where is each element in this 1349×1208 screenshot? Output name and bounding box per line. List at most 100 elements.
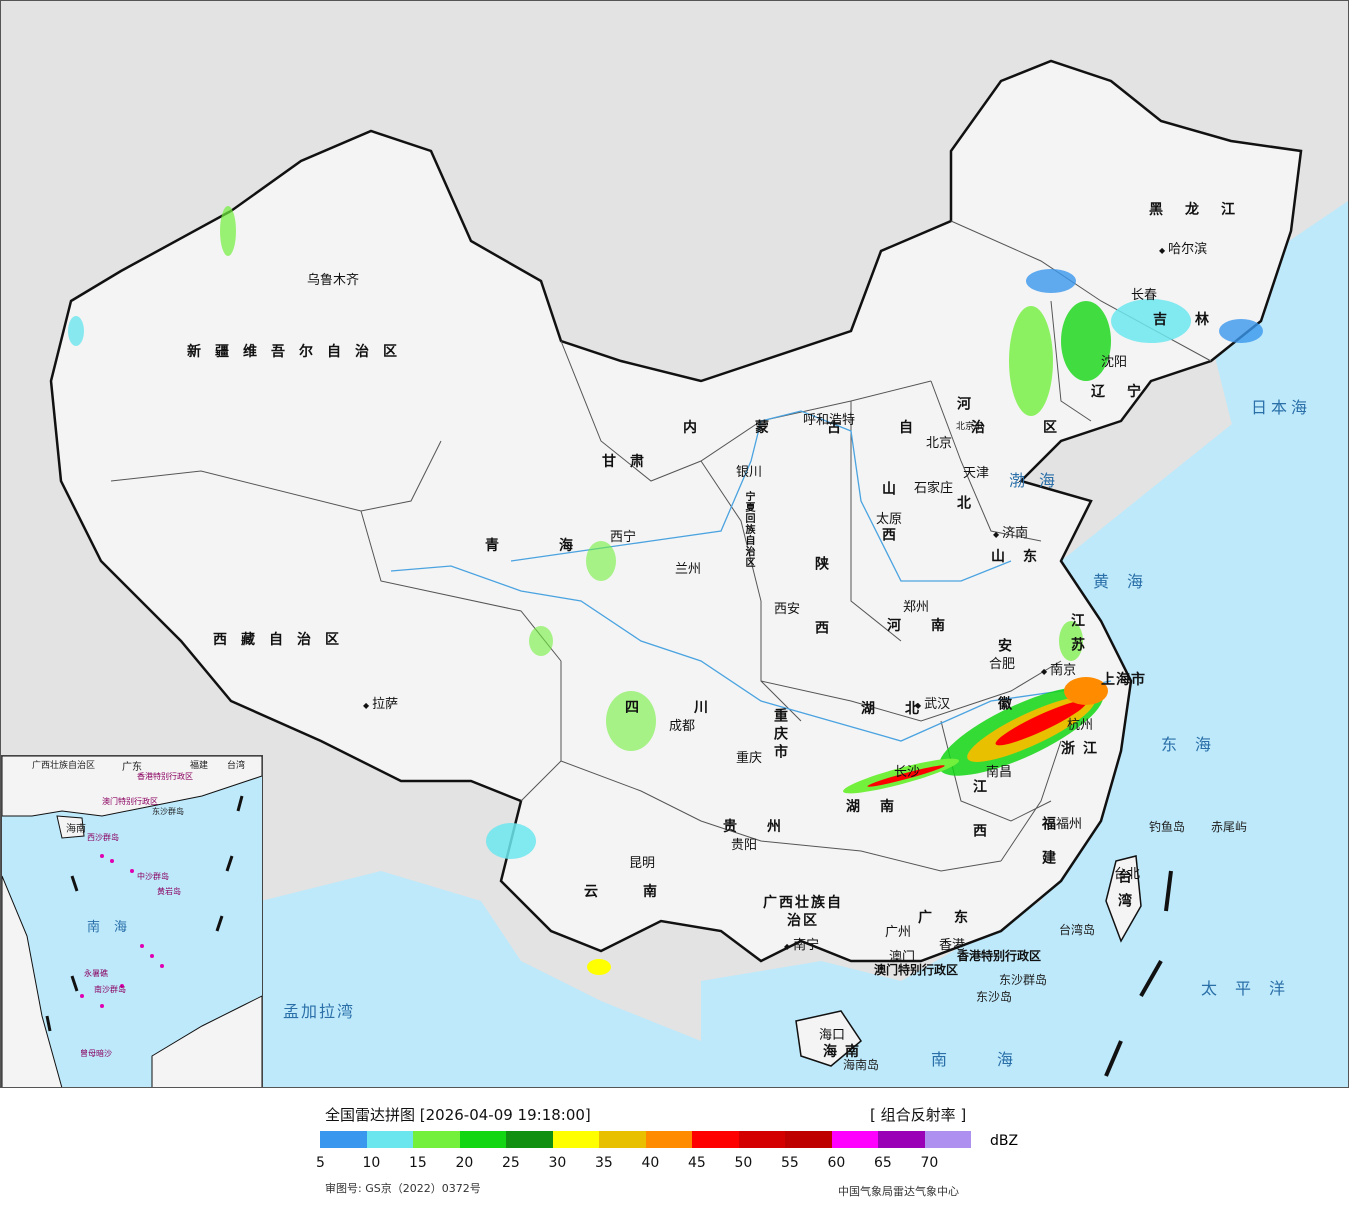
inset-label: 西沙群岛 — [87, 833, 119, 842]
province-label: 香港特别行政区 — [957, 949, 1042, 963]
inset-label: 台湾 — [227, 761, 246, 771]
city-label: 西宁 — [610, 530, 637, 545]
color-swatch — [785, 1131, 832, 1148]
island-label: 东沙群岛 — [999, 973, 1048, 987]
color-swatch — [413, 1131, 460, 1148]
province-label: 重庆市 — [772, 708, 788, 762]
sea-label: 南海 — [931, 1050, 1064, 1069]
city-label: 哈尔滨 — [1159, 238, 1207, 257]
color-swatch — [506, 1131, 553, 1148]
scale-tick-label: 5 — [316, 1155, 325, 1171]
city-label: 北京市 — [956, 422, 984, 432]
city-label: 澳门 — [889, 950, 916, 965]
province-label: 广西壮族自治区 — [763, 895, 843, 929]
map-title: 全国雷达拼图 [2026-04-09 19:18:00] — [325, 1106, 591, 1124]
province-label: 河北 — [955, 396, 971, 594]
sea-label: 渤海 — [1009, 471, 1070, 490]
scale-tick-label: 70 — [920, 1155, 939, 1171]
city-label: 南宁 — [784, 934, 819, 953]
scale-tick-label: 60 — [827, 1155, 846, 1171]
city-label: 广州 — [885, 925, 912, 940]
city-label: 合肥 — [989, 657, 1016, 672]
color-swatch — [459, 1131, 506, 1148]
city-label: 长春 — [1131, 288, 1158, 303]
inset-label: 曾母暗沙 — [80, 1049, 112, 1058]
inset-label: 香港特别行政区 — [137, 772, 193, 781]
city-label: 贵阳 — [731, 838, 758, 853]
inset-label: 中沙群岛 — [137, 872, 169, 881]
province-label: 山西 — [880, 481, 896, 573]
province-label: 安徽 — [996, 638, 1012, 754]
island-label: 东沙岛 — [976, 990, 1013, 1004]
city-label: 西安 — [774, 602, 801, 617]
sea-label: 日本海 — [1251, 398, 1312, 417]
province-label: 辽宁 — [1091, 384, 1163, 400]
unit-label: dBZ — [990, 1133, 1019, 1149]
city-label: 兰州 — [675, 562, 702, 577]
color-swatch — [878, 1131, 925, 1148]
city-label: 石家庄 — [914, 481, 954, 496]
sea-label: 黄海 — [1093, 572, 1162, 591]
legend-panel: 全国雷达拼图 [2026-04-09 19:18:00] [ 组合反射率 ] d… — [0, 1088, 1349, 1208]
maritime-boundary — [1104, 870, 1173, 1077]
city-label: 海口 — [819, 1028, 846, 1043]
taiwan-island — [1105, 855, 1142, 943]
city-label: 上海市 — [1101, 672, 1146, 688]
product-name: [ 组合反射率 ] — [870, 1106, 967, 1124]
inset-canvas — [2, 756, 262, 1087]
inset-label: 南沙群岛 — [94, 985, 126, 994]
province-label: 甘肃 — [602, 454, 658, 470]
inset-label: 东沙群岛 — [152, 807, 184, 816]
province-label: 澳门特别行政区 — [874, 963, 959, 977]
city-label: 太原 — [876, 512, 903, 527]
radar-echoes — [68, 206, 1263, 975]
province-label: 广东 — [918, 910, 990, 926]
inset-label: 福建 — [190, 761, 209, 771]
province-label: 陕西 — [813, 556, 829, 684]
province-label: 河南 — [887, 618, 975, 634]
province-label: 山东 — [991, 549, 1055, 565]
city-label: 拉萨 — [363, 693, 398, 712]
scale-tick-label: 65 — [874, 1155, 892, 1171]
color-swatch — [366, 1131, 413, 1148]
color-swatch — [552, 1131, 599, 1148]
city-label: 香港 — [939, 938, 966, 953]
province-label: 西藏自治区 — [213, 632, 353, 648]
island-label: 赤尾屿 — [1211, 820, 1248, 834]
city-label: 南京 — [1041, 659, 1076, 678]
city-label: 乌鲁木齐 — [307, 273, 360, 288]
inset-label: 广东 — [122, 762, 142, 773]
bay-of-bengal — [261, 871, 701, 1087]
province-label: 浙江 — [1061, 741, 1105, 757]
color-swatch — [924, 1131, 971, 1148]
city-label: 北京 — [926, 436, 953, 451]
province-label: 青海 — [485, 538, 633, 554]
color-scale — [320, 1131, 971, 1148]
inset-label: 澳门特别行政区 — [102, 797, 158, 806]
scale-tick-label: 25 — [502, 1155, 520, 1171]
approval-number: 审图号: GS京（2022）0372号 — [325, 1182, 481, 1195]
island-label: 台湾岛 — [1059, 923, 1096, 937]
hainan-island — [795, 1010, 862, 1067]
scale-tick-label: 55 — [781, 1155, 799, 1171]
city-label: 呼和浩特 — [803, 413, 856, 428]
city-label: 银川 — [736, 465, 763, 480]
city-label: 长沙 — [894, 765, 921, 780]
city-label: 杭州 — [1067, 718, 1094, 733]
city-label: 郑州 — [903, 600, 930, 615]
city-label: 重庆 — [736, 751, 763, 766]
island-label: 钓鱼岛 — [1149, 820, 1186, 834]
province-label: 湖北 — [861, 701, 949, 717]
scale-tick-label: 15 — [409, 1155, 427, 1171]
sea-label: 东海 — [1161, 735, 1230, 754]
color-swatch — [645, 1131, 692, 1148]
scale-tick-label: 50 — [734, 1155, 753, 1171]
province-label: 海南 — [823, 1044, 867, 1060]
city-label: 济南 — [993, 522, 1028, 541]
agency-name: 中国气象局雷达气象中心 — [838, 1185, 959, 1198]
scale-tick-label: 30 — [548, 1155, 567, 1171]
color-swatch — [692, 1131, 739, 1148]
color-swatch — [738, 1131, 785, 1148]
province-label: 台湾 — [1116, 869, 1132, 917]
map-canvas — [49, 59, 1348, 1087]
